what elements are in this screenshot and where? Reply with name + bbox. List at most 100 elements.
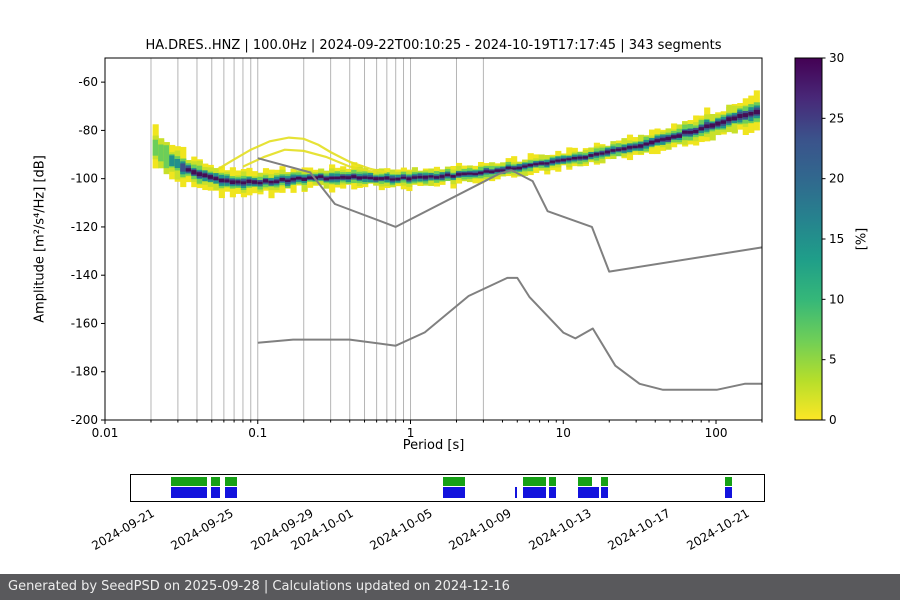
grid-lines [150, 58, 484, 420]
ppsd-bin [356, 176, 363, 180]
ppsd-bin [273, 180, 281, 183]
ppsd-bin [544, 162, 551, 165]
ppsd-bin [604, 150, 611, 154]
ppsd-bin [472, 173, 479, 175]
nlnm-noise-model-line [257, 276, 762, 391]
ppsd-bin [648, 140, 656, 145]
ppsd-bin [654, 139, 661, 143]
y-tick-label: -120 [71, 220, 98, 234]
ppsd-bin [395, 177, 402, 181]
ppsd-bin [582, 156, 589, 159]
ppsd-bin [676, 134, 683, 138]
coverage-segment-green [210, 476, 220, 487]
coverage-segment-blue [601, 487, 609, 498]
coverage-segment-green [224, 476, 237, 487]
ppsd-bin [665, 136, 672, 141]
ppsd-bin [748, 112, 755, 116]
ppsd-bin [577, 156, 584, 159]
coverage-segment-green [443, 476, 466, 487]
ppsd-bin [742, 113, 749, 118]
ppsd-bin [345, 176, 352, 179]
ppsd-bin [406, 177, 413, 181]
coverage-segment-blue [514, 487, 518, 498]
ppsd-bin [400, 176, 407, 179]
ppsd-bin [378, 177, 385, 180]
ppsd-bin [671, 135, 678, 139]
ppsd-bin [571, 156, 578, 160]
ppsd-bin [637, 144, 645, 148]
ppsd-bin [660, 138, 667, 141]
coverage-segment-blue [577, 487, 600, 498]
colorbar: 0 5 10 15 20 25 30 [794, 51, 844, 427]
ppsd-bin [593, 152, 600, 156]
y-axis-label: Amplitude [m²/s⁴/Hz] [dB] [32, 155, 48, 323]
colorbar-gradient [795, 58, 822, 420]
colorbar-tick-label: 10 [829, 292, 844, 306]
coverage-segment-green [601, 476, 609, 487]
ppsd-bin [224, 179, 231, 183]
coverage-segment-green [548, 476, 557, 487]
ppsd-bin [384, 176, 391, 180]
ppsd-bin [213, 177, 220, 181]
ppsd-bin [439, 175, 446, 178]
ppsd-bin [555, 159, 562, 162]
ppsd-bin [329, 176, 336, 180]
y-tick-label: -180 [71, 365, 98, 379]
ppsd-bin [411, 176, 418, 179]
ppsd-bin [158, 144, 165, 162]
ppsd-bin [180, 163, 187, 172]
coverage-segment-blue [443, 487, 466, 498]
ppsd-bin [163, 145, 170, 169]
ppsd-bin [731, 116, 738, 121]
ppsd-bin [279, 177, 286, 181]
footer-text: Generated by SeedPSD on 2025-09-28 | Cal… [8, 579, 510, 594]
y-tick-label: -60 [78, 75, 98, 89]
ppsd-bin [202, 173, 209, 178]
ppsd-bin [516, 166, 523, 170]
ppsd-bin [455, 173, 463, 176]
footer-bar: Generated by SeedPSD on 2025-09-28 | Cal… [0, 574, 900, 600]
ppsd-bin [450, 175, 457, 178]
ppsd-bin [185, 168, 192, 172]
ppsd-bin [599, 152, 606, 155]
colorbar-tick-label: 5 [829, 353, 837, 367]
ppsd-bin [296, 176, 303, 180]
x-tick-label: 1 [407, 426, 415, 440]
ppsd-outlier-curve [242, 148, 377, 174]
ppsd-bin [207, 175, 214, 179]
ppsd-bin [538, 162, 545, 165]
ppsd-bin [290, 177, 297, 181]
ppsd-bin [334, 176, 341, 179]
ppsd-bin [191, 170, 198, 175]
coverage-segment-green [522, 476, 546, 487]
ppsd-bin [461, 172, 468, 175]
ppsd-bin [494, 169, 501, 172]
colorbar-tick-label: 20 [829, 172, 844, 186]
ppsd-bin [588, 154, 595, 157]
x-axis-label: Period [s] [402, 438, 465, 453]
y-tick-label: -100 [71, 172, 98, 186]
ppsd-outlier-curve [217, 136, 388, 174]
axes-frame [104, 57, 763, 421]
coverage-segment-blue [210, 487, 220, 498]
ppsd-bin [362, 176, 369, 179]
ppsd-bin [240, 181, 247, 185]
y-tick-label: -160 [71, 316, 98, 330]
ppsd-bin [444, 173, 452, 177]
x-tick-label: 100 [705, 426, 728, 440]
ppsd-bin [417, 175, 424, 179]
colorbar-tick-label: 30 [829, 51, 844, 65]
ppsd-bin [522, 165, 529, 168]
ppsd-bin [549, 160, 556, 163]
colorbar-label: [%] [854, 227, 870, 251]
ppsd-bin [643, 142, 650, 146]
ppsd-bin [169, 155, 176, 167]
ppsd-bin [566, 158, 573, 161]
ppsd-bin [307, 176, 314, 179]
ppsd-bin [351, 175, 358, 179]
colorbar-tick-label: 15 [829, 232, 844, 246]
ppsd-bin [632, 145, 639, 149]
coverage-segment-blue [522, 487, 546, 498]
